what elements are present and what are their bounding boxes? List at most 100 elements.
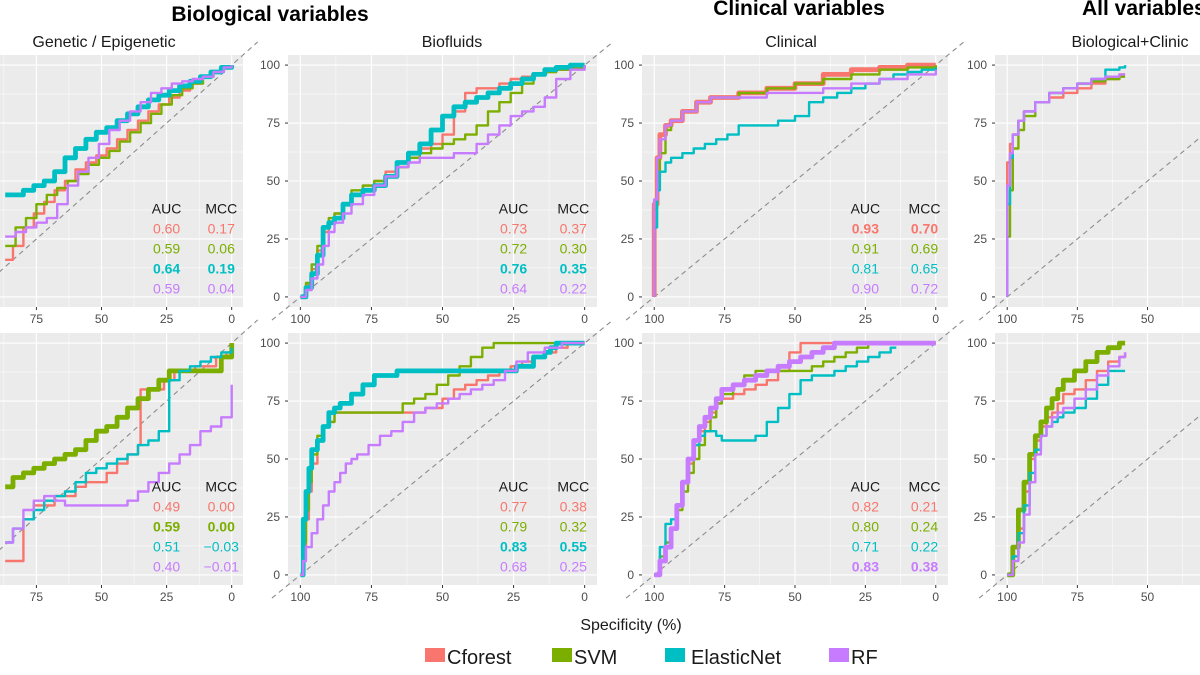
roc-panel-3: 100 75 50 25 0 0 25 50 75 100 Clinical AUC MCC 0.93 0.… — [614, 34, 965, 326]
group-title-all: All variables — [1082, 0, 1200, 20]
y-tick-label: 0 — [980, 290, 987, 304]
roc-panel-4: 100 75 50 0 25 50 75 100 Biological+Clinic — [967, 34, 1200, 326]
roc-curve-rf — [300, 341, 585, 577]
x-tick-label: 75 — [365, 312, 379, 326]
stat-auc-rf: 0.83 — [852, 558, 879, 574]
y-tick-label: 50 — [267, 452, 281, 466]
roc-curve-rf — [1007, 352, 1127, 577]
diagonal-reference-line — [271, 41, 614, 321]
y-tick-label: 0 — [273, 290, 280, 304]
roc-panel-7: 100 75 50 25 0 0 25 50 75 100 AUC MCC 0.82 0.21 0.80 0.… — [614, 319, 965, 604]
y-tick-label: 50 — [974, 452, 988, 466]
x-tick-label: 25 — [859, 312, 873, 326]
roc-curve-rf — [300, 65, 586, 299]
x-tick-label: 50 — [788, 590, 802, 604]
y-tick-label: 25 — [267, 510, 281, 524]
legend-swatch-cforest — [425, 648, 445, 662]
x-tick-label: 75 — [365, 590, 379, 604]
legend-label-rf: RF — [851, 647, 878, 669]
y-tick-label: 25 — [621, 510, 635, 524]
legend-label-cforest: Cforest — [447, 647, 512, 669]
diagonal-reference-line — [271, 319, 614, 599]
y-tick-label: 75 — [267, 116, 281, 130]
stat-header-auc: AUC — [499, 200, 529, 216]
group-title-biological: Biological variables — [171, 3, 368, 26]
stat-auc-svm: 0.79 — [500, 518, 527, 534]
stat-mcc-svm: 0.24 — [911, 518, 938, 534]
stat-mcc-rf: 0.22 — [560, 280, 587, 296]
y-tick-label: 100 — [260, 336, 280, 350]
x-tick-label: 50 — [1141, 312, 1155, 326]
x-tick-label: 50 — [436, 312, 450, 326]
x-tick-label: 100 — [997, 590, 1017, 604]
y-tick-label: 100 — [614, 336, 634, 350]
stat-mcc-svm: 0.06 — [208, 240, 235, 256]
stat-mcc-svm: 0.32 — [560, 518, 587, 534]
stat-mcc-rf: 0.72 — [911, 280, 938, 296]
legend: Cforest SVM ElasticNet RF — [425, 647, 878, 669]
stat-mcc-cforest: 0.70 — [911, 220, 938, 236]
stat-header-auc: AUC — [851, 200, 881, 216]
stat-auc-rf: 0.59 — [153, 280, 180, 296]
stat-mcc-rf: 0.04 — [208, 280, 235, 296]
stat-auc-elasticnet: 0.81 — [852, 260, 879, 276]
stat-auc-cforest: 0.73 — [500, 220, 527, 236]
panel-title: Biological+Clinic — [1072, 34, 1189, 51]
stat-header-mcc: MCC — [557, 478, 589, 494]
stat-header-auc: AUC — [152, 478, 182, 494]
x-tick-label: 50 — [788, 312, 802, 326]
diagonal-reference-line — [625, 319, 965, 599]
stat-mcc-cforest: 0.00 — [208, 498, 235, 514]
stat-auc-cforest: 0.93 — [852, 220, 879, 236]
stat-mcc-elasticnet: −0.03 — [204, 538, 240, 554]
y-tick-label: 25 — [974, 510, 988, 524]
stat-auc-cforest: 0.77 — [500, 498, 527, 514]
y-tick-label: 100 — [967, 58, 987, 72]
stat-mcc-elasticnet: 0.65 — [911, 260, 938, 276]
y-tick-label: 0 — [627, 290, 634, 304]
panel-title: Biofluids — [422, 34, 482, 51]
stat-mcc-svm: 0.69 — [911, 240, 938, 256]
stat-auc-elasticnet: 0.83 — [500, 538, 527, 554]
y-tick-label: 75 — [267, 394, 281, 408]
x-tick-label: 75 — [30, 312, 44, 326]
y-tick-label: 25 — [267, 232, 281, 246]
stat-auc-elasticnet: 0.51 — [153, 538, 180, 554]
x-axis-title: Specificity (%) — [580, 617, 681, 634]
x-tick-label: 75 — [1071, 312, 1085, 326]
stat-auc-elasticnet: 0.71 — [852, 538, 879, 554]
stat-header-mcc: MCC — [909, 478, 941, 494]
y-tick-label: 0 — [627, 568, 634, 582]
roc-panel-2: 100 75 50 25 0 0 25 50 75 100 Biofluids AUC MCC 0.73 0… — [260, 34, 614, 326]
stat-mcc-cforest: 0.37 — [560, 220, 587, 236]
x-tick-label: 75 — [30, 590, 44, 604]
legend-label-svm: SVM — [574, 647, 617, 669]
stat-header-mcc: MCC — [205, 478, 237, 494]
x-tick-label: 0 — [581, 312, 588, 326]
stat-mcc-elasticnet: 0.55 — [560, 538, 587, 554]
stat-mcc-cforest: 0.21 — [911, 498, 938, 514]
x-tick-label: 100 — [997, 312, 1017, 326]
x-tick-label: 50 — [1141, 590, 1155, 604]
x-tick-label: 50 — [95, 312, 109, 326]
stat-auc-rf: 0.90 — [852, 280, 879, 296]
roc-panel-8: 100 75 50 0 25 50 75 100 — [967, 333, 1200, 604]
stat-header-mcc: MCC — [205, 200, 237, 216]
stat-auc-svm: 0.80 — [852, 518, 879, 534]
panels-layer: 75 50 25 0 Genetic / Epigenetic AUC MCC 0.60 0.1… — [0, 34, 1200, 604]
panel-title: Clinical — [765, 34, 817, 51]
stat-mcc-svm: 0.00 — [208, 518, 235, 534]
x-tick-label: 25 — [859, 590, 873, 604]
x-tick-label: 0 — [932, 312, 939, 326]
x-tick-label: 50 — [95, 590, 109, 604]
stat-mcc-elasticnet: 0.22 — [911, 538, 938, 554]
y-tick-label: 0 — [273, 568, 280, 582]
stat-header-auc: AUC — [152, 200, 182, 216]
stat-auc-rf: 0.64 — [500, 280, 527, 296]
roc-panel-1: 75 50 25 0 Genetic / Epigenetic AUC MCC 0.60 0.1… — [0, 34, 259, 326]
diagonal-reference-line — [978, 136, 1200, 321]
roc-panel-6: 100 75 50 25 0 0 25 50 75 100 AUC MCC 0.77 0.38 0.79 0.… — [260, 319, 614, 604]
group-title-clinical: Clinical variables — [713, 0, 885, 20]
x-tick-label: 100 — [644, 312, 664, 326]
y-tick-label: 100 — [614, 58, 634, 72]
